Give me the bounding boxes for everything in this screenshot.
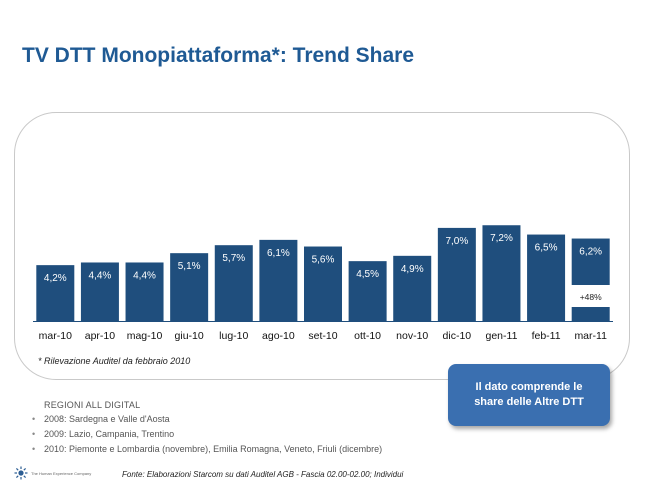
- data-label-giu-10: 5,1%: [178, 261, 201, 272]
- callout-box: Il dato comprende le share delle Altre D…: [448, 364, 610, 426]
- data-label-mar-10: 4,2%: [44, 273, 67, 284]
- bar-mar-11-upper: [571, 238, 610, 285]
- list-item: • 2008: Sardegna e Valle d'Aosta: [32, 413, 382, 428]
- logo-text: The Human Experience Company: [31, 470, 92, 476]
- footnote: * Rilevazione Auditel da febbraio 2010: [38, 356, 190, 366]
- callout-line-2: share delle Altre DTT: [474, 396, 584, 408]
- data-label-dic-10: 7,0%: [445, 236, 468, 247]
- page-title: TV DTT Monopiattaforma*: Trend Share: [22, 44, 415, 67]
- bar-lug-10: [214, 245, 253, 321]
- source-note: Fonte: Elaborazioni Starcom su dati Audi…: [122, 470, 404, 479]
- bullet: •: [32, 414, 36, 424]
- bar-dic-10: [437, 227, 476, 321]
- bar-mar-11-lower: [571, 307, 610, 321]
- tick-label-mar-10: mar-10: [39, 330, 72, 342]
- data-label-set-10: 5,6%: [312, 255, 335, 266]
- regions-title: REGIONI ALL DIGITAL: [44, 400, 141, 410]
- footnote-marker: *: [38, 356, 42, 366]
- callout-line-1: Il dato comprende le: [475, 381, 583, 393]
- bar-ott-10: [348, 261, 387, 321]
- data-label-apr-10: 4,4%: [89, 270, 112, 281]
- tick-label-mar-11: mar-11: [574, 330, 607, 342]
- regions-list: • 2008: Sardegna e Valle d'Aosta • 2009: L…: [32, 413, 382, 458]
- tick-label-apr-10: apr-10: [85, 330, 116, 342]
- data-label-lug-10: 5,7%: [222, 253, 245, 264]
- data-label-ago-10: 6,1%: [267, 248, 290, 259]
- data-label-ott-10: 4,5%: [356, 269, 379, 280]
- data-label-nov-10: 4,9%: [401, 264, 424, 275]
- sun-logo-icon: [14, 466, 28, 480]
- bar-nov-10: [393, 255, 432, 321]
- tick-label-ott-10: ott-10: [354, 330, 381, 342]
- bullet: •: [32, 429, 36, 439]
- tick-label-dic-10: dic-10: [443, 330, 472, 342]
- bullet: •: [32, 444, 36, 454]
- region-text: 2010: Piemonte e Lombardia (novembre), E…: [44, 444, 383, 454]
- bar-gen-11: [482, 225, 521, 321]
- tick-label-nov-10: nov-10: [396, 330, 428, 342]
- tick-label-set-10: set-10: [308, 330, 337, 342]
- bar-mar-10: [36, 265, 75, 321]
- list-item: • 2009: Lazio, Campania, Trentino: [32, 428, 382, 443]
- tick-label-mag-10: mag-10: [127, 330, 163, 342]
- tick-label-feb-11: feb-11: [532, 330, 561, 342]
- footnote-text: Rilevazione Auditel da febbraio 2010: [44, 356, 191, 366]
- chart-frame: 4,2% mar-10 4,4% apr-10 4,4% mag-10 5,1% giu-10…: [14, 112, 630, 380]
- data-label-mag-10: 4,4%: [133, 270, 156, 281]
- tick-label-gen-11: gen-11: [486, 330, 518, 342]
- region-text: 2009: Lazio, Campania, Trentino: [44, 429, 175, 439]
- bar-apr-10: [80, 262, 119, 321]
- tick-label-ago-10: ago-10: [262, 330, 295, 342]
- bar-ago-10: [259, 239, 298, 321]
- data-label-mar-11: 6,2%: [579, 247, 602, 258]
- company-logo: The Human Experience Company: [14, 466, 91, 480]
- data-label-gen-11: 7,2%: [490, 233, 513, 244]
- region-text: 2008: Sardegna e Valle d'Aosta: [44, 414, 170, 424]
- share-bar-chart: 4,2% mar-10 4,4% apr-10 4,4% mag-10 5,1% giu-10…: [33, 225, 613, 342]
- bar-mag-10: [125, 262, 164, 321]
- extra-segment-label: +48%: [580, 292, 602, 302]
- tick-label-giu-10: giu-10: [175, 330, 204, 342]
- bar-feb-11: [527, 234, 566, 321]
- data-label-feb-11: 6,5%: [535, 243, 558, 254]
- list-item: • 2010: Piemonte e Lombardia (novembre), …: [32, 443, 382, 458]
- tick-label-lug-10: lug-10: [219, 330, 248, 342]
- bar-giu-10: [170, 253, 209, 321]
- bar-set-10: [304, 246, 342, 321]
